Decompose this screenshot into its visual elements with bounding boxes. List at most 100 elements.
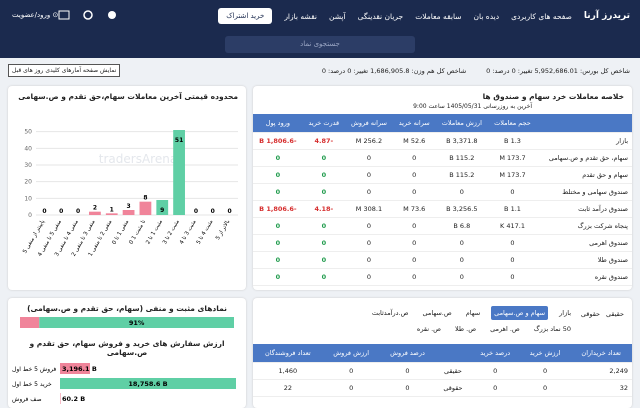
menu-item[interactable]: صفحه های کاربردی: [511, 11, 572, 21]
cell: 22: [253, 379, 323, 397]
pn-bar: 91%: [20, 317, 234, 328]
login[interactable]: ورود/عضویت ⊙: [12, 11, 59, 19]
subscribe-button[interactable]: خرید اشتراک: [218, 8, 273, 24]
cell: 1,460: [253, 362, 323, 380]
cell: سهام و حق تقدم: [536, 166, 632, 184]
cell: -1,806.6 B: [253, 200, 303, 218]
menu-item[interactable]: دیده بان: [473, 11, 500, 21]
search-box[interactable]: جستجوی نماد: [225, 36, 415, 53]
header-cell: درصد فروش: [379, 344, 436, 363]
cell: 0: [470, 379, 520, 397]
header-row: تعداد خریداران ارزش خرید درصد خرید درصد فرو…: [253, 344, 632, 363]
traders-panel: بازار سهام و ص.سهامی سهام ص.سهامی ص.درآمدثاب…: [253, 298, 632, 408]
tab[interactable]: سهام و ص.سهامی: [491, 306, 549, 320]
tab[interactable]: 50 نماد بزرگ: [533, 325, 571, 333]
orders-chart: فروش 5 خط اول 3,196.1 B خرید 5 خط اول 18,75…: [12, 363, 236, 404]
cell: 32: [570, 379, 632, 397]
cell: 0: [344, 166, 393, 184]
logo[interactable]: تریدرز آرنا: [583, 11, 630, 21]
cell: صندوق سهامی و مختلط: [536, 183, 632, 201]
row: صندوق درآمد ثابت 1.1 B 3,256.5 B 73.6 M 308.…: [253, 200, 632, 218]
cell: 2,249: [570, 362, 632, 380]
cell: 0: [435, 268, 489, 286]
cell: حقوقی: [435, 379, 471, 397]
y-tick-label: 10: [24, 195, 32, 202]
cell: 0: [253, 183, 303, 201]
cell: 0: [344, 183, 393, 201]
cell: صندوق طلا: [536, 251, 632, 269]
order-bar: [60, 393, 61, 404]
cell: 0: [519, 362, 571, 380]
value-label: 0: [59, 208, 63, 215]
menu-item[interactable]: آپشن: [329, 11, 346, 21]
cell: 6.8 B: [435, 217, 489, 235]
positive-bar: [39, 317, 234, 328]
summary-table: حجم معاملات ارزش معاملات سرانه خرید سرانه ف…: [253, 114, 632, 286]
cell: -1,806.6 B: [253, 132, 303, 150]
cell: -4.87: [302, 132, 345, 150]
cell: 0: [435, 251, 489, 269]
cell: 0: [253, 149, 303, 167]
cell: 0: [488, 234, 537, 252]
cell: سهام، حق تقدم و ص.سهامی: [536, 149, 632, 167]
row: صندوق اهرمی 0 0 0 0 0 0: [253, 234, 632, 252]
order-bar: [60, 363, 90, 374]
y-tick-label: 30: [24, 162, 32, 169]
gear-icon[interactable]: [82, 9, 94, 21]
value-label: 3: [126, 203, 130, 210]
bar: [139, 201, 152, 215]
menu-item[interactable]: نقشه بازار: [284, 11, 317, 21]
toggle-option[interactable]: حقیقی: [606, 310, 624, 318]
login-text[interactable]: ورود/عضویت: [12, 11, 51, 19]
header-cell: تعداد فروشندگان: [253, 344, 323, 363]
cell: 0: [344, 234, 393, 252]
row: صندوق سهامی و مختلط 0 0 0 0 0 0: [253, 183, 632, 201]
cell: 0: [392, 166, 436, 184]
toggle-option[interactable]: حقوقی: [580, 310, 601, 318]
tab[interactable]: ص. نقره: [416, 325, 442, 333]
row: صندوق طلا 0 0 0 0 0 0: [253, 251, 632, 269]
cell: 0: [379, 362, 436, 380]
cell: 0: [302, 251, 345, 269]
tab[interactable]: ص. طلا: [455, 325, 477, 333]
order-value: 18,758.6 B: [128, 380, 167, 388]
value-label: 0: [194, 208, 198, 215]
cell: 0: [302, 234, 345, 252]
x-tick-label: منفی 1 تا 0: [111, 219, 130, 246]
pn-title: نمادهای مثبت و منفی (سهام، حق تقدم و ص.س…: [27, 304, 227, 313]
cell: 0: [344, 251, 393, 269]
history-button[interactable]: نمایش صفحه آمارهای کلیدی روز های قبل: [8, 64, 121, 77]
tab[interactable]: ص.سهامی: [422, 309, 452, 317]
tab[interactable]: ص. اهرمی: [490, 325, 520, 333]
header-cell: قدرت خرید: [302, 114, 345, 133]
header-cell: سرانه خرید: [392, 114, 436, 133]
value-label: 8: [143, 195, 147, 202]
cell: صندوق درآمد ثابت: [536, 200, 632, 218]
cell: 0: [392, 268, 436, 286]
tab[interactable]: سهام: [465, 309, 481, 317]
cell: 256.2 M: [344, 132, 393, 150]
row: 32 0 0 حقوقی 0 0 22: [253, 379, 632, 397]
x-tick-label: مثبت 4 تا 5: [196, 219, 215, 246]
y-tick-label: 50: [24, 129, 32, 136]
header-cell: سرانه فروش: [344, 114, 393, 133]
row: صندوق نقره 0 0 0 0 0 0: [253, 268, 632, 286]
menu-item[interactable]: جریان نقدینگی: [357, 11, 404, 21]
settings-icon[interactable]: [106, 9, 118, 21]
order-bar: [60, 378, 236, 389]
orders-title: ارزش سفارش های خرید و فروش سهام، حق تقدم…: [29, 339, 225, 357]
tab[interactable]: ص.درآمدثابت: [371, 309, 409, 317]
tab[interactable]: بازار: [559, 309, 571, 317]
book-icon[interactable]: [58, 9, 70, 21]
cell: 0: [302, 217, 345, 235]
cell: 0: [392, 149, 436, 167]
order-value: 60.2 B: [62, 395, 85, 403]
menu-item[interactable]: سابقه معاملات: [415, 11, 462, 21]
cell: 0: [379, 379, 436, 397]
header-cell: [536, 114, 632, 133]
cell: 1.1 B: [488, 200, 537, 218]
cell: 73.6 M: [392, 200, 436, 218]
